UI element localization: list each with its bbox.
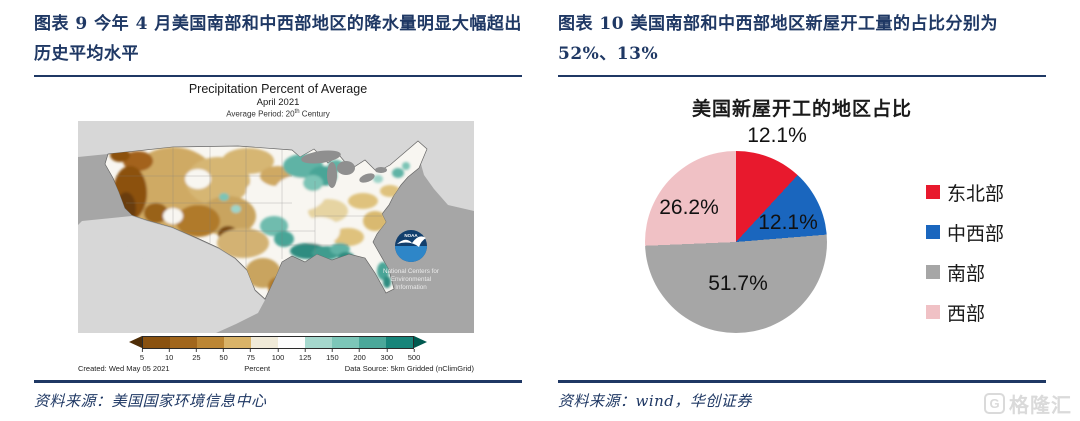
legend-label-west: 西部 [947,303,986,325]
colorbar-segment [278,337,305,349]
colorbar-segment [224,337,251,349]
colorbar-segments [142,336,414,350]
svg-text:National Centers for: National Centers for [383,268,439,275]
figure-10-body: 美国新屋开工的地区占比 12.1% 12.1% 51.7% 26.2% 东北部 [558,77,1046,381]
legend-item-west: 西部 [926,299,1004,326]
colorbar-tick-label: 25 [192,349,200,362]
colorbar-tick-label: 150 [326,349,339,362]
colorbar-segment [251,337,278,349]
legend-swatch-northeast [926,185,940,199]
colorbar-tick-label: 125 [299,349,312,362]
colorbar-tick-label: 75 [247,349,255,362]
colorbar-tick-label: 200 [353,349,366,362]
state-borders [116,146,382,268]
noaa-caption: National Centers for Environmental Infor… [383,268,439,291]
colorbar: 5 10 25 50 75 100 125 150 200 300 500 [78,336,478,363]
pie-label-northeast: 12.1% [747,123,807,147]
figure-10-source: 资料来源：wind，华创证券 [558,380,1046,421]
figure-9-source: 资料来源：美国国家环境信息中心 [34,380,522,421]
canada-land [78,121,474,212]
legend-item-south: 南部 [926,259,1004,286]
figure-10-title: 图表 10 美国南部和中西部地区新屋开工量的占比分别为 52%、13% [558,10,1046,77]
colorbar-tick-label: 300 [381,349,394,362]
colorbar-segment [386,337,413,349]
figure-9-panel: 图表 9 今年 4 月美国南部和中西部地区的降水量明显大幅超出历史平均水平 Pr… [34,10,522,421]
legend-label-midwest: 中西部 [947,223,1005,245]
noaa-logo-text: NOAA [404,233,418,238]
legend-item-midwest: 中西部 [926,219,1004,246]
pie-legend: 东北部 中西部 南部 西部 [926,179,1004,326]
colorbar-arrow-right [414,336,427,349]
colorbar-segment [332,337,359,349]
svg-text:Information: Information [395,284,427,291]
legend-label-south: 南部 [947,263,986,285]
gelonghui-watermark-text: 格隆汇 [1009,395,1072,417]
map-created-text: Created: Wed May 05 2021 [78,364,170,374]
great-lakes [301,150,387,189]
legend-item-northeast: 东北部 [926,179,1004,206]
legend-label-northeast: 东北部 [947,183,1005,205]
map-footer: Created: Wed May 05 2021 Percent Data So… [78,364,474,373]
map-subtitle: April 2021 [256,96,300,108]
colorbar-tick-label: 10 [165,349,173,362]
colorbar-segment [143,337,170,349]
figure-10-panel: 图表 10 美国南部和中西部地区新屋开工量的占比分别为 52%、13% 美国新屋… [558,10,1046,421]
colorbar-segment [170,337,197,349]
us-precipitation-map: NOAA National Centers for Environmental … [78,121,474,334]
legend-swatch-midwest [926,225,940,239]
colorbar-arrow-left [129,336,142,349]
pie-label-west: 26.2% [659,195,719,219]
pie-chart-area: 12.1% 12.1% 51.7% 26.2% [645,124,827,333]
pie-chart-title: 美国新屋开工的地区占比 [691,98,912,120]
gelonghui-logo-icon: G [984,393,1005,414]
noaa-logo: NOAA [395,230,427,263]
colorbar-segment [197,337,224,349]
pie-chart [645,150,827,333]
colorbar-tick-label: 50 [219,349,227,362]
map-data-source: Data Source: 5km Gridded (nClimGrid) [344,364,474,374]
svg-text:Environmental: Environmental [391,276,431,283]
colorbar-axis-label: Percent [244,364,271,374]
colorbar-segment [305,337,332,349]
pie-label-south: 51.7% [708,271,768,295]
precipitation-map-figure: Precipitation Percent of Average April 2… [78,82,478,373]
colorbar-tick-label: 5 [140,349,144,362]
colorbar-segment [359,337,386,349]
colorbar-ticks: 5 10 25 50 75 100 125 150 200 300 500 [140,349,420,363]
mexico-land [78,216,265,334]
gelonghui-watermark: G 格隆汇 [984,389,1072,418]
map-title: Precipitation Percent of Average [188,81,368,96]
pie-label-midwest: 12.1% [758,210,818,234]
legend-swatch-west [926,305,940,319]
precipitation-shading [110,147,410,298]
colorbar-tick-label: 500 [408,349,421,362]
colorbar-tick-label: 100 [272,349,285,362]
map-header: Precipitation Percent of Average April 2… [78,82,478,119]
figure-9-title: 图表 9 今年 4 月美国南部和中西部地区的降水量明显大幅超出历史平均水平 [34,10,522,77]
legend-swatch-south [926,265,940,279]
figure-9-body: Precipitation Percent of Average April 2… [34,77,522,381]
baja-peninsula [118,221,148,277]
map-average-period: Average Period: 20th Century [226,108,330,119]
